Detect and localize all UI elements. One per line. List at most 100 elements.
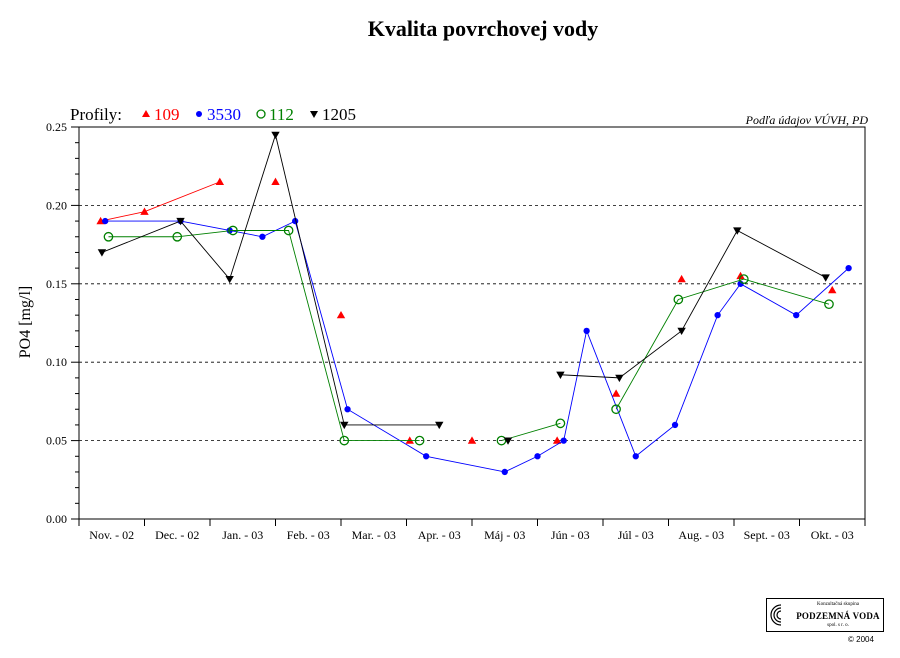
- data-point: [733, 227, 742, 235]
- data-point: [414, 435, 425, 446]
- legend-label: 112: [269, 105, 294, 124]
- data-point: [632, 453, 639, 460]
- x-tick-label: Jún - 03: [551, 528, 590, 542]
- data-point: [583, 327, 590, 334]
- data-point: [340, 421, 349, 430]
- data-point: [737, 280, 744, 287]
- series-line: [560, 374, 620, 379]
- data-point: [714, 312, 721, 319]
- x-tick-label: Dec. - 02: [155, 528, 199, 542]
- legend-item-1205: 1205: [310, 105, 356, 124]
- data-point: [503, 437, 513, 445]
- x-tick-label: Nov. - 02: [89, 528, 134, 542]
- data-point: [560, 437, 567, 444]
- series-line: [144, 181, 220, 213]
- legend: Profily: 109 3530 112 1205: [70, 105, 356, 124]
- logo-line3: spol. s r. o.: [827, 623, 849, 628]
- logo-mark-icon: [770, 604, 792, 626]
- data-point: [405, 436, 414, 444]
- x-tick-label: Sept. - 03: [744, 528, 790, 542]
- source-note: Podľa údajov VÚVH, PD: [745, 113, 869, 127]
- data-point: [828, 285, 837, 294]
- legend-item-109: 109: [142, 105, 180, 124]
- data-point: [845, 264, 852, 272]
- data-point: [736, 271, 745, 280]
- x-axis: Nov. - 02 Dec. - 02 Jan. - 03 Feb. - 03 Mar.…: [78, 519, 866, 542]
- series-line: [105, 220, 849, 473]
- series-1205: [97, 131, 830, 445]
- data-point: [225, 275, 234, 284]
- data-point: [259, 233, 266, 240]
- data-point: [103, 231, 114, 242]
- data-point: [215, 177, 225, 186]
- data-point: [821, 274, 830, 282]
- data-point: [793, 312, 800, 319]
- data-point: [228, 225, 238, 236]
- data-point: [611, 389, 621, 397]
- x-tick-label: Júl - 03: [618, 528, 654, 542]
- x-tick-label: Aug. - 03: [678, 528, 724, 542]
- series-line: [101, 133, 345, 426]
- data-point: [271, 177, 280, 186]
- data-point: [552, 436, 562, 444]
- series-line: [108, 230, 420, 442]
- legend-label: 3530: [207, 105, 241, 124]
- data-point: [283, 225, 294, 236]
- data-point: [534, 453, 541, 460]
- y-tick-label: 0.10: [46, 355, 67, 369]
- data-point: [611, 404, 621, 415]
- y-axis-label: PO4 [mg/l]: [17, 286, 34, 358]
- legend-label: 1205: [322, 105, 356, 124]
- data-point: [176, 217, 185, 226]
- data-point: [339, 435, 350, 446]
- logo-name: PODZEMNÁ VODA: [796, 611, 880, 621]
- data-point: [102, 217, 109, 225]
- data-point: [673, 294, 684, 305]
- legend-item-112: 112: [256, 105, 294, 124]
- data-point: [344, 406, 351, 413]
- y-axis: 0.00 0.05 0.10 0.15 0.20 0.25: [46, 120, 79, 526]
- data-point: [423, 453, 430, 460]
- y-tick-label: 0.20: [46, 198, 67, 212]
- y-tick-label: 0.25: [46, 120, 67, 134]
- data-point: [738, 274, 749, 284]
- data-point: [467, 436, 477, 444]
- data-point: [555, 418, 566, 429]
- series-group: [96, 131, 852, 476]
- data-point: [140, 207, 149, 215]
- series-3530: [102, 217, 852, 476]
- data-point: [677, 274, 686, 283]
- data-point: [615, 374, 624, 383]
- data-point: [142, 110, 150, 117]
- company-logo: Konzultačná skupina PODZEMNÁ VODA spol. …: [766, 598, 884, 632]
- data-point: [172, 231, 183, 242]
- x-tick-label: Mar. - 03: [352, 528, 396, 542]
- data-point: [501, 468, 508, 476]
- x-tick-label: Jan. - 03: [222, 528, 263, 542]
- series-109: [96, 177, 837, 444]
- legend-title: Profily:: [70, 105, 122, 124]
- data-point: [671, 421, 679, 429]
- data-point: [435, 421, 444, 430]
- series-line: [615, 278, 830, 410]
- x-tick-label: Okt. - 03: [811, 528, 854, 542]
- data-point: [256, 109, 266, 119]
- data-point: [336, 310, 346, 319]
- x-tick-label: Apr. - 03: [418, 528, 461, 542]
- data-point: [824, 299, 834, 310]
- data-point: [677, 327, 686, 336]
- logo-line1: Konzultačná skupina: [816, 602, 860, 607]
- chart-title: Kvalita povrchovej vody: [368, 16, 599, 41]
- series-line: [619, 229, 826, 379]
- series-112: [103, 225, 834, 446]
- legend-label: 109: [154, 105, 180, 124]
- x-tick-label: Máj - 03: [484, 528, 525, 542]
- y-tick-label: 0.15: [46, 277, 67, 291]
- y-tick-label: 0.05: [46, 434, 67, 448]
- data-point: [310, 111, 318, 118]
- copyright-text: © 2004: [848, 635, 874, 644]
- x-tick-label: Feb. - 03: [287, 528, 330, 542]
- data-point: [97, 249, 107, 257]
- data-point: [196, 111, 202, 117]
- y-tick-label: 0.00: [46, 512, 67, 526]
